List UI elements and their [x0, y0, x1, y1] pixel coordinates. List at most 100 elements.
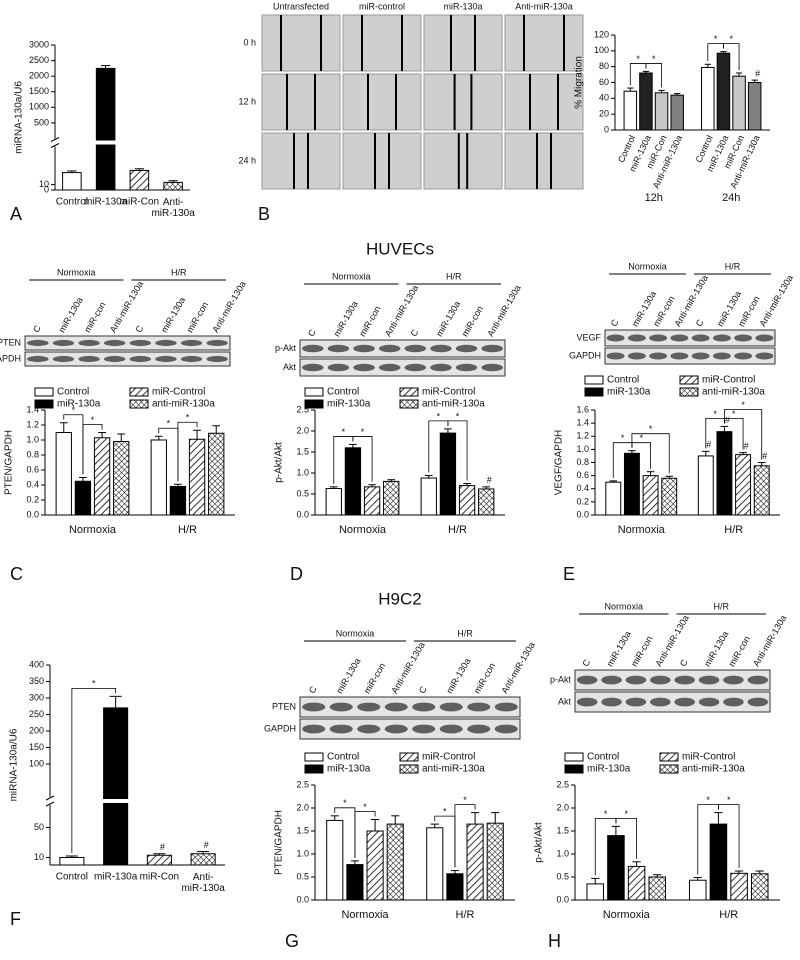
y-tick-label: 80	[599, 61, 609, 71]
significance-mark: #	[725, 415, 730, 425]
blot-band	[649, 334, 668, 342]
bar	[446, 873, 464, 901]
bar	[661, 477, 678, 516]
blot-band	[353, 344, 375, 353]
bar	[163, 181, 183, 191]
blot-band	[52, 355, 75, 363]
section-title: H9C2	[378, 589, 421, 608]
bar	[639, 72, 653, 131]
significance-bracket	[454, 804, 476, 868]
blot-band	[357, 724, 381, 734]
significance-mark: *	[706, 795, 710, 805]
y-tick-label: 10	[34, 852, 44, 862]
blot-band	[494, 724, 518, 734]
lane-label: miR-con	[629, 634, 654, 668]
blot-band	[467, 702, 491, 712]
image-column-label: Anti-miR-130a	[515, 1, 573, 11]
significance-bracket	[723, 43, 740, 70]
significance-mark: *	[92, 679, 96, 689]
blot-band	[467, 724, 491, 734]
bar	[654, 92, 669, 131]
legend-swatch	[129, 399, 149, 409]
legend-label: Control	[327, 752, 359, 763]
significance-mark: *	[729, 34, 733, 44]
bar	[747, 82, 762, 131]
blot-row-label: GAPDH	[264, 723, 296, 733]
y-tick-label: 1000	[29, 102, 49, 112]
lane-label: Anti-miR-130a	[499, 640, 536, 695]
blot-band	[674, 675, 695, 685]
blot-band	[103, 355, 126, 363]
y-tick-label: 0.5	[296, 488, 309, 498]
image-column-label: miR-control	[359, 1, 405, 11]
blot-band	[206, 355, 228, 363]
significance-mark: *	[604, 809, 608, 819]
blot-group-label: H/R	[446, 271, 462, 281]
image-row-label: 24 h	[238, 155, 256, 165]
micrograph	[504, 132, 584, 190]
y-tick-label: 1500	[29, 86, 49, 96]
blot-band	[206, 339, 228, 347]
y-tick-label: 250	[29, 709, 44, 719]
significance-mark: #	[755, 69, 760, 79]
blot-band	[601, 675, 622, 685]
significance-mark: *	[713, 409, 717, 419]
lane-label: C	[609, 317, 621, 328]
blot-band	[353, 363, 375, 372]
y-tick-label: 0.0	[576, 509, 589, 519]
legend-label: anti-miR-130a	[682, 764, 745, 775]
micrograph	[342, 73, 422, 131]
bar	[74, 480, 92, 516]
bar	[62, 172, 82, 191]
y-tick-label: 0.5	[296, 871, 309, 881]
blot-band	[650, 675, 671, 685]
significance-mark: *	[727, 795, 731, 805]
blot-strip	[604, 329, 776, 347]
y-tick-label: 2.5	[296, 404, 309, 414]
y-tick-label: 0.5	[556, 871, 569, 881]
blot-band	[494, 702, 518, 712]
section-title: HUVECs	[366, 239, 434, 258]
legend-label: Control	[327, 387, 359, 398]
bar	[363, 486, 381, 516]
blot-band	[129, 339, 152, 347]
legend-label: miR-Control	[152, 387, 205, 398]
blot-band	[627, 334, 646, 342]
y-tick-label: 0.8	[576, 457, 589, 467]
lane-label: Anti-miR-130a	[485, 283, 522, 338]
legend-label: anti-miR-130a	[152, 399, 215, 410]
legend-swatch	[584, 387, 604, 397]
blot-band	[670, 334, 689, 342]
blot-strip	[604, 347, 776, 365]
significance-mark: *	[437, 411, 441, 421]
bar	[642, 475, 659, 516]
blot-band	[649, 352, 668, 360]
lane-label: C	[678, 657, 690, 668]
legend-swatch	[399, 399, 419, 409]
lane-label: miR-con	[362, 661, 387, 695]
y-tick-label: 100	[29, 758, 44, 768]
y-tick-label: 2.0	[556, 802, 569, 812]
image-column-label: miR-130a	[443, 1, 482, 11]
blot-band	[601, 697, 622, 707]
bar	[420, 477, 437, 516]
y-tick-label: 1.4	[576, 418, 589, 428]
blot-row-label: GAPDH	[569, 350, 601, 360]
significance-bracket	[447, 420, 468, 481]
blot-row-label: Akt	[558, 696, 572, 706]
legend-label: miR-130a	[327, 764, 371, 775]
bar	[701, 66, 715, 131]
panel-letter: C	[10, 564, 23, 584]
legend-swatch	[659, 752, 679, 762]
blot-row-label: PTEN	[0, 337, 21, 347]
blot-group-label: H/R	[457, 628, 473, 638]
blot-band	[78, 339, 100, 347]
bar	[486, 822, 504, 901]
significance-bracket	[724, 409, 763, 460]
micrograph	[342, 132, 422, 190]
significance-mark: *	[652, 54, 656, 64]
bar	[95, 67, 116, 191]
panel-letter: E	[563, 564, 575, 584]
significance-mark: *	[361, 427, 365, 437]
blot-band	[327, 363, 350, 372]
